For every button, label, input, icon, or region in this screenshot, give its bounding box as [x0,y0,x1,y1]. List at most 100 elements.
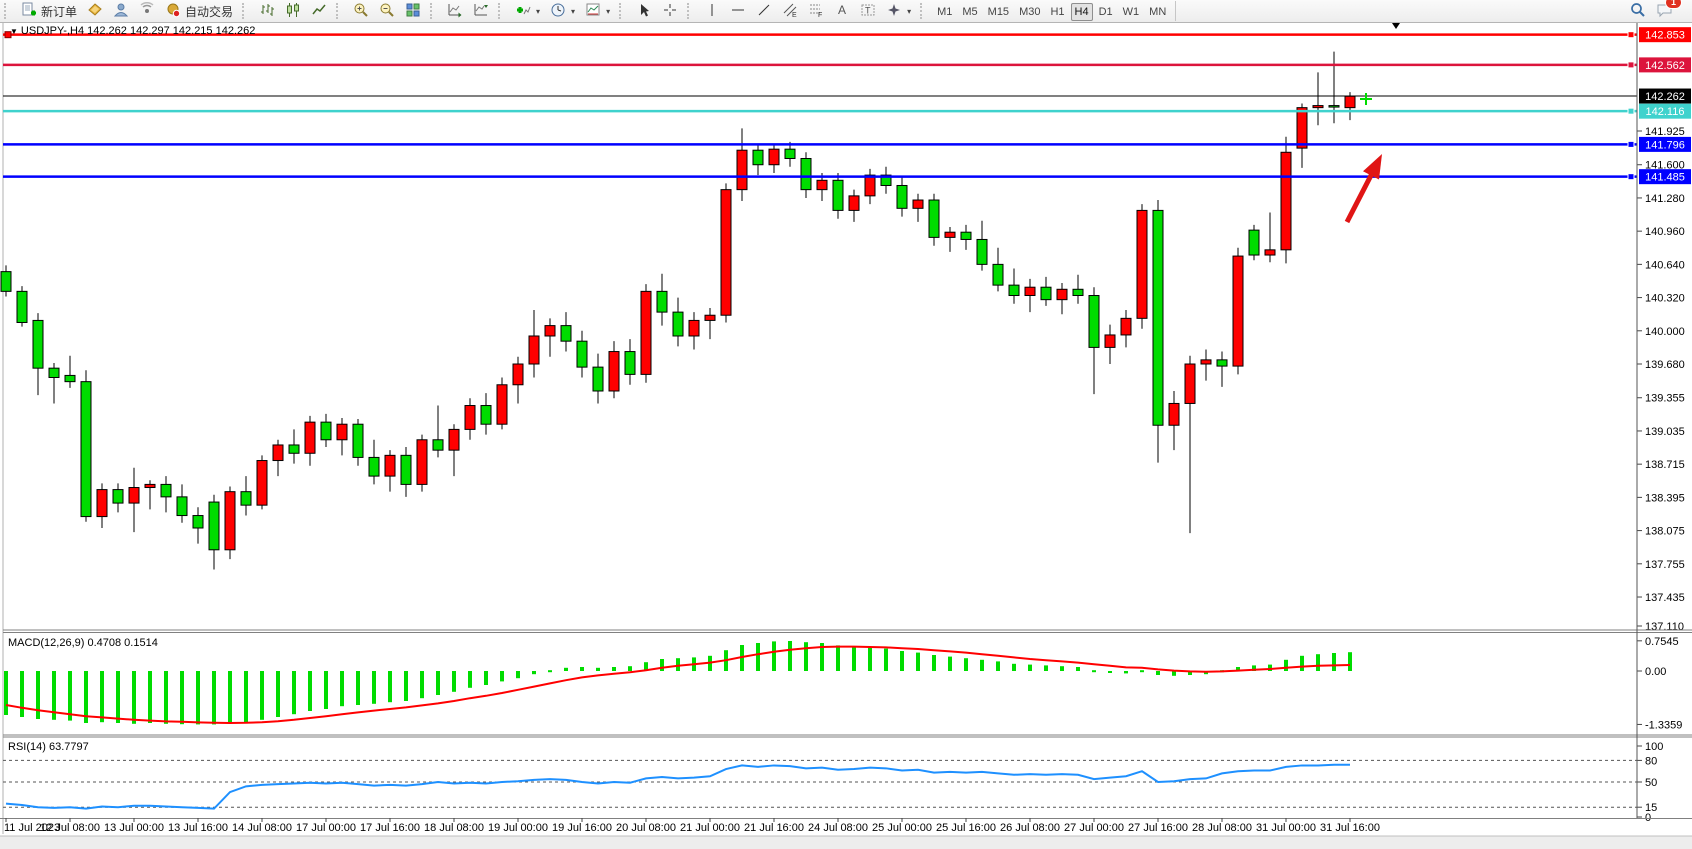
chart-dropdown-icon[interactable]: ▼ [10,27,18,36]
timeframe-button-m30[interactable]: M30 [1019,5,1041,18]
chat-button[interactable]: 1 [1651,0,1682,23]
time-axis-label: 19 Jul 16:00 [552,822,612,834]
text-tool-button[interactable]: A [829,0,855,23]
indicators-button[interactable]: ▾ [510,0,545,23]
horizontal-lines[interactable] [3,27,1691,185]
candle-bull [1232,255,1244,367]
candlestick-chart-button[interactable] [280,0,306,23]
candle-bear [576,340,588,368]
macd-histogram-bar [852,647,856,671]
label-tool-button[interactable]: T [855,0,881,23]
zoom-out-icon [379,2,395,21]
time-axis-label: 13 Jul 00:00 [104,822,164,834]
periods-icon [550,2,566,21]
arrows-tool-button[interactable]: ▾ [881,0,916,23]
time-axis-label: 18 Jul 08:00 [424,822,484,834]
macd-histogram-bar [68,671,72,721]
templates-button[interactable]: ▾ [580,0,615,23]
macd-histogram-bar [4,671,8,715]
timeframe-button-mn[interactable]: MN [1149,5,1167,18]
search-button[interactable] [1625,0,1651,23]
candle-bear [1328,105,1340,108]
price-axis-tick: 140.640 [1645,259,1685,271]
vertical-line-tool-button[interactable] [699,0,725,23]
periods-caret-icon[interactable]: ▾ [571,6,576,16]
macd-histogram-bar [1188,671,1192,675]
price-level-text: 142.116 [1646,106,1685,118]
trendline-tool-button[interactable] [751,0,777,23]
fibonacci-tool-button[interactable]: F [803,0,829,23]
price-level-text: 142.853 [1645,30,1685,42]
zoom-in-button[interactable] [348,0,374,23]
candle-bull [1296,107,1308,149]
rsi-panel[interactable] [3,759,1637,810]
candle-bear [624,351,636,375]
line-anchor [1627,107,1635,115]
bid-price-text: 142.262 [1645,91,1685,103]
trendline-icon [756,2,772,21]
metaeditor-icon [87,2,103,21]
new-order-button[interactable]: 新订单 [16,0,82,23]
candle-bull [912,199,924,209]
periods-button[interactable]: ▾ [545,0,580,23]
time-axis-label: 31 Jul 16:00 [1320,822,1380,834]
timeframe-button-m15[interactable]: M15 [987,5,1010,18]
timeframe-button-m5[interactable]: M5 [962,5,978,18]
candlesticks [0,51,1356,570]
arrow-annotation-head[interactable] [1363,154,1382,180]
crosshair-tool-button[interactable] [657,0,683,23]
candle-bear [832,179,844,211]
macd-histogram-bar [452,671,456,692]
timeframe-button-h4[interactable]: H4 [1070,2,1093,21]
macd-histogram-bar [1060,666,1064,671]
chart-shift-button[interactable] [468,0,494,23]
macd-histogram-bar [996,661,1000,671]
horizontal-line-tool-button[interactable] [725,0,751,23]
macd-histogram-bar [660,659,664,671]
metaeditor-button[interactable] [82,0,108,23]
timeframe-button-w1[interactable]: W1 [1122,5,1140,18]
signals-button[interactable] [134,0,160,23]
time-axis-label: 17 Jul 16:00 [360,822,420,834]
price-axis[interactable] [1637,130,1642,627]
timeframe-group: M1 M5 M15 M30 H1 H4 D1 W1 MN [932,2,1171,21]
macd-panel[interactable] [4,641,1352,725]
price-level-label [1639,27,1691,43]
timeframe-button-d1[interactable]: D1 [1098,5,1113,18]
templates-caret-icon[interactable]: ▾ [606,6,611,16]
toolbar-grip [4,3,13,19]
zoom-out-button[interactable] [374,0,400,23]
candle-bull [272,444,284,462]
candle-bull [736,149,748,191]
candle-bear [432,439,444,451]
time-axis[interactable] [0,818,1692,822]
auto-scroll-button[interactable] [442,0,468,23]
bar-chart-button[interactable] [254,0,280,23]
line-chart-button[interactable] [306,0,332,23]
community-icon [113,2,129,21]
cursor-tool-button[interactable] [631,0,657,23]
community-button[interactable] [108,0,134,23]
price-axis-tick: 137.435 [1645,592,1685,604]
macd-histogram-bar [500,671,504,682]
timeframe-button-h1[interactable]: H1 [1050,5,1065,18]
candlestick-chart-icon [285,2,301,21]
macd-histogram-bar [420,671,424,699]
timeframe-button-m1[interactable]: M1 [937,5,953,18]
candle-bear [240,491,252,506]
candle-bear [1216,359,1228,367]
candle-bull [416,439,428,485]
candle-bull [1136,209,1148,319]
arrows-caret-icon[interactable]: ▾ [907,6,912,16]
channel-tool-button[interactable]: E [777,0,803,23]
line-anchor [1627,31,1635,39]
candle-bull [224,491,236,551]
autotrading-button[interactable]: 自动交易 [160,0,238,23]
svg-text:F: F [818,12,822,18]
tile-windows-button[interactable] [400,0,426,23]
indicators-caret-icon[interactable]: ▾ [536,6,541,16]
arrow-annotation[interactable] [1344,168,1376,224]
chart-shift-marker-icon [1392,23,1400,29]
